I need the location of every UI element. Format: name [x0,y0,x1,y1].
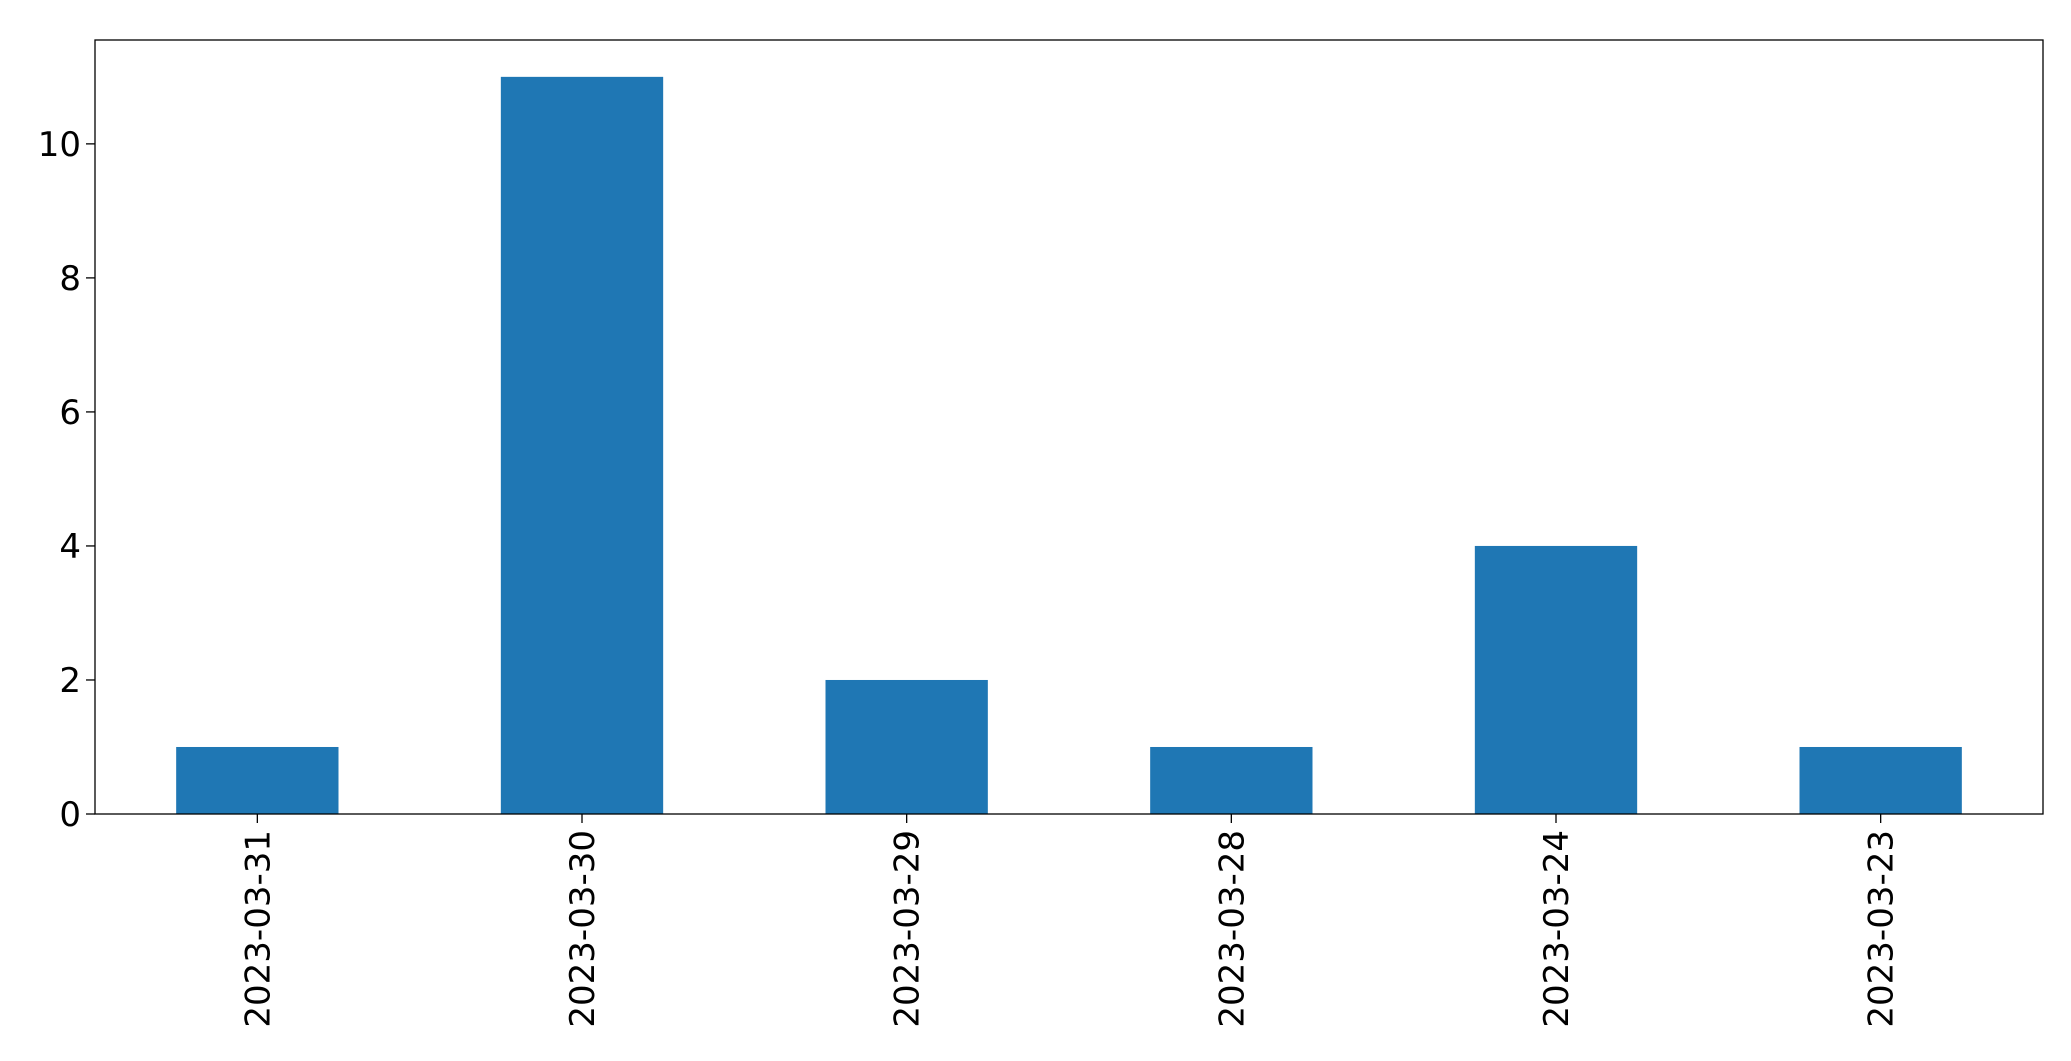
x-tick-label: 2023-03-29 [888,830,928,1028]
x-tick-label: 2023-03-31 [238,830,278,1028]
bar-2023-03-28 [1150,746,1313,814]
x-tick-label: 2023-03-23 [1862,830,1902,1028]
x-axis: 2023-03-31 2023-03-30 2023-03-29 2023-03-28… [238,814,1902,1028]
bar-2023-03-24 [1474,545,1638,814]
y-tick-label: 4 [59,527,81,567]
plot-area-frame [94,39,2044,815]
y-tick-label: 2 [59,661,81,701]
bar-2023-03-30 [500,76,664,815]
y-tick-label: 10 [38,125,81,165]
bar-2023-03-29 [825,679,988,814]
y-axis: 0 2 4 6 8 10 [38,125,95,835]
y-tick-label: 0 [59,795,81,835]
bar-2023-03-31 [176,746,339,814]
bar-series [176,76,1962,815]
x-tick-label: 2023-03-24 [1537,830,1577,1028]
y-tick-label: 8 [59,259,81,299]
x-tick-label: 2023-03-30 [563,830,603,1028]
y-tick-label: 6 [59,393,81,433]
bar-2023-03-23 [1799,746,1962,814]
x-tick-label: 2023-03-28 [1212,830,1252,1028]
